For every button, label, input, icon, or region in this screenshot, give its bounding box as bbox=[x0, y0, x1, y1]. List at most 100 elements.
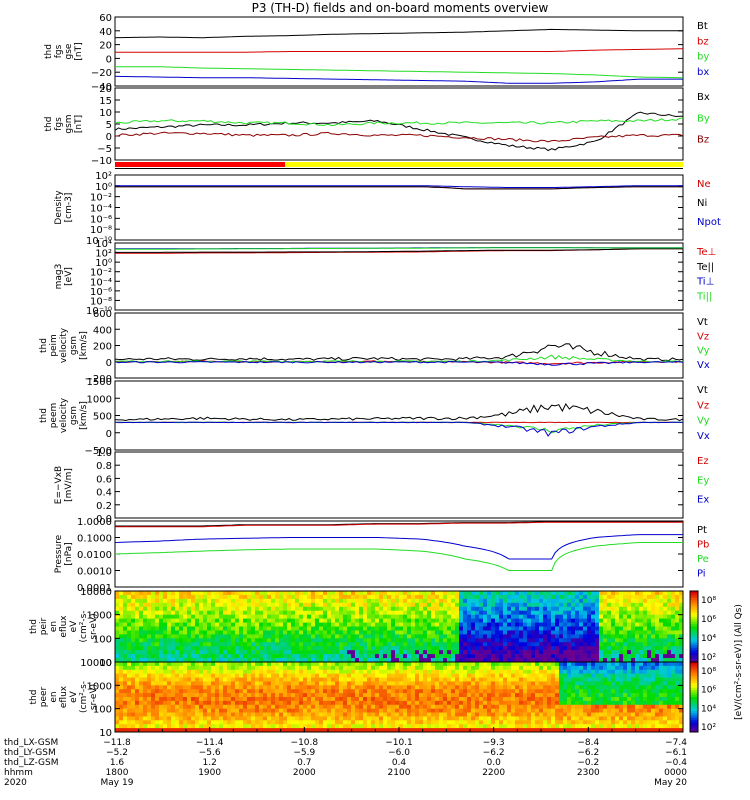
heatmap-cell bbox=[467, 681, 472, 686]
heatmap-cell bbox=[251, 673, 256, 678]
heatmap-cell bbox=[131, 685, 136, 690]
heatmap-cell bbox=[199, 610, 204, 615]
heatmap-cell bbox=[115, 618, 120, 623]
heatmap-cell bbox=[355, 708, 360, 713]
heatmap-cell bbox=[431, 716, 436, 721]
heatmap-cell bbox=[519, 658, 524, 663]
heatmap-cell bbox=[611, 594, 616, 600]
heatmap-cell bbox=[219, 622, 224, 627]
heatmap-cell bbox=[267, 685, 272, 690]
heatmap-cell bbox=[419, 618, 424, 623]
heatmap-cell bbox=[475, 630, 480, 635]
heatmap-cell bbox=[315, 669, 320, 674]
heatmap-cell bbox=[247, 700, 252, 706]
heatmap-cell bbox=[379, 658, 384, 663]
heatmap-cell bbox=[515, 697, 520, 702]
heatmap-cell bbox=[267, 673, 272, 678]
heatmap-cell bbox=[503, 650, 508, 655]
heatmap-cell bbox=[159, 614, 164, 619]
series-line bbox=[114, 111, 683, 152]
heatmap-cell bbox=[411, 669, 416, 674]
y-axis-label: [km/s] bbox=[79, 401, 89, 430]
heatmap-cell bbox=[563, 614, 568, 619]
heatmap-cell bbox=[535, 598, 540, 604]
heatmap-cell bbox=[371, 598, 376, 604]
heatmap-cell bbox=[531, 700, 536, 706]
heatmap-cell bbox=[551, 638, 556, 643]
heatmap-cell bbox=[235, 654, 240, 659]
heatmap-cell bbox=[447, 697, 452, 702]
heatmap-cell bbox=[363, 642, 368, 647]
heatmap-cell bbox=[411, 614, 416, 619]
heatmap-cell bbox=[447, 658, 452, 663]
heatmap-cell bbox=[407, 610, 412, 615]
heatmap-cell bbox=[339, 614, 344, 619]
heatmap-cell bbox=[339, 665, 344, 671]
heatmap-cell bbox=[563, 712, 568, 717]
heatmap-cell bbox=[271, 614, 276, 619]
heatmap-cell bbox=[539, 606, 544, 612]
heatmap-cell bbox=[579, 724, 584, 729]
heatmap-cell bbox=[207, 594, 212, 600]
heatmap-cell bbox=[171, 685, 176, 690]
heatmap-cell bbox=[535, 638, 540, 643]
heatmap-cell bbox=[263, 665, 268, 671]
heatmap-cell bbox=[147, 704, 152, 709]
heatmap-cell bbox=[183, 594, 188, 600]
heatmap-cell bbox=[471, 681, 476, 686]
heatmap-cell bbox=[259, 712, 264, 717]
heatmap-cell bbox=[411, 598, 416, 604]
heatmap-cell bbox=[315, 606, 320, 612]
heatmap-cell bbox=[191, 685, 196, 690]
heatmap-cell bbox=[119, 697, 124, 702]
heatmap-cell bbox=[147, 602, 152, 608]
heatmap-cell bbox=[131, 700, 136, 706]
heatmap-cell bbox=[163, 697, 168, 702]
heatmap-cell bbox=[303, 673, 308, 678]
heatmap-cell bbox=[135, 642, 140, 647]
heatmap-cell bbox=[535, 700, 540, 706]
heatmap-cell bbox=[399, 700, 404, 706]
heatmap-cell bbox=[231, 602, 236, 608]
heatmap-cell bbox=[351, 646, 356, 651]
heatmap-cell bbox=[423, 720, 428, 725]
heatmap-cell bbox=[363, 724, 368, 729]
heatmap-cell bbox=[219, 720, 224, 725]
heatmap-cell bbox=[531, 673, 536, 678]
heatmap-cell bbox=[167, 662, 172, 667]
heatmap-cell bbox=[179, 685, 184, 690]
heatmap-cell bbox=[123, 700, 128, 706]
heatmap-cell bbox=[583, 602, 588, 608]
heatmap-cell bbox=[231, 704, 236, 709]
heatmap-cell bbox=[487, 642, 492, 647]
heatmap-cell bbox=[647, 618, 652, 623]
heatmap-cell bbox=[599, 602, 604, 608]
heatmap-cell bbox=[539, 638, 544, 643]
heatmap-cell bbox=[431, 642, 436, 647]
y-tick-label: 10⁻¹⁰ bbox=[86, 306, 112, 317]
heatmap-cell bbox=[247, 681, 252, 686]
heatmap-cell bbox=[395, 708, 400, 713]
heatmap-cell bbox=[123, 681, 128, 686]
heatmap-cell bbox=[307, 720, 312, 725]
heatmap-cell bbox=[387, 673, 392, 678]
heatmap-cell bbox=[347, 677, 352, 682]
heatmap-cell bbox=[351, 650, 356, 655]
heatmap-cell bbox=[247, 602, 252, 608]
heatmap-cell bbox=[363, 646, 368, 651]
heatmap-cell bbox=[295, 594, 300, 600]
heatmap-cell bbox=[535, 673, 540, 678]
heatmap-cell bbox=[519, 638, 524, 643]
heatmap-cell bbox=[211, 654, 216, 659]
heatmap-cell bbox=[143, 654, 148, 659]
heatmap-cell bbox=[523, 716, 528, 721]
heatmap-cell bbox=[383, 716, 388, 721]
heatmap-cell bbox=[279, 669, 284, 674]
heatmap-cell bbox=[571, 681, 576, 686]
heatmap-cell bbox=[367, 704, 372, 709]
heatmap-cell bbox=[547, 658, 552, 663]
heatmap-cell bbox=[507, 614, 512, 619]
heatmap-cell bbox=[143, 665, 148, 671]
heatmap-cell bbox=[115, 602, 120, 608]
heatmap-cell bbox=[219, 673, 224, 678]
